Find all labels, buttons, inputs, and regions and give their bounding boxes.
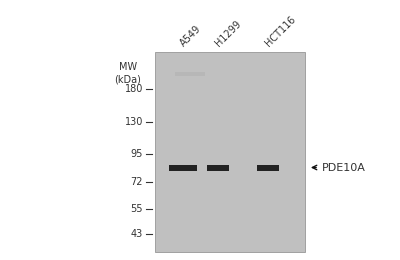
Bar xyxy=(155,52,305,252)
Text: PDE10A: PDE10A xyxy=(322,162,366,172)
Text: 95: 95 xyxy=(131,149,143,159)
Bar xyxy=(175,72,205,76)
Text: 43: 43 xyxy=(131,229,143,239)
Text: 55: 55 xyxy=(130,204,143,214)
Text: 180: 180 xyxy=(125,84,143,94)
Text: HCT116: HCT116 xyxy=(263,14,297,48)
Text: A549: A549 xyxy=(178,23,203,48)
Text: MW
(kDa): MW (kDa) xyxy=(114,62,142,84)
Text: 72: 72 xyxy=(130,177,143,187)
Bar xyxy=(169,165,197,171)
Bar xyxy=(207,165,229,171)
Bar xyxy=(257,165,279,171)
Text: H1299: H1299 xyxy=(213,18,243,48)
Text: 130: 130 xyxy=(125,117,143,127)
